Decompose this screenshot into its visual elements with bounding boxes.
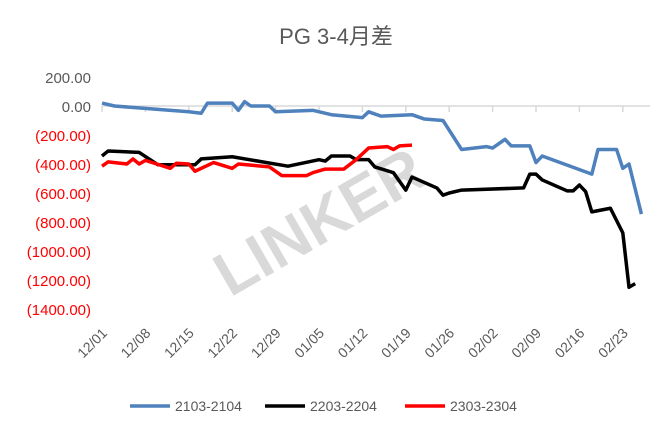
y-tick-label: (1000.00) bbox=[27, 244, 91, 261]
x-tick-label: 01/26 bbox=[421, 325, 457, 361]
y-tick-label: (800.00) bbox=[35, 215, 91, 232]
x-tick-label: 01/12 bbox=[334, 325, 370, 361]
legend-label: 2303-2304 bbox=[450, 398, 517, 414]
x-tick-label: 12/08 bbox=[117, 325, 153, 361]
x-tick-label: 02/16 bbox=[551, 325, 587, 361]
y-tick-label: 0.00 bbox=[62, 99, 91, 116]
x-tick-label: 02/09 bbox=[508, 325, 544, 361]
y-tick-label: 200.00 bbox=[45, 70, 91, 87]
y-tick-label: (200.00) bbox=[35, 128, 91, 145]
legend-label: 2103-2104 bbox=[175, 398, 242, 414]
x-tick-label: 12/01 bbox=[74, 325, 110, 361]
y-tick-label: (1400.00) bbox=[27, 302, 91, 319]
x-tick-label: 01/19 bbox=[378, 325, 414, 361]
series-line-2303-2304 bbox=[100, 143, 413, 178]
x-tick-label: 12/15 bbox=[161, 325, 197, 361]
x-tick-label: 02/02 bbox=[465, 325, 501, 361]
y-tick-label: (600.00) bbox=[35, 186, 91, 203]
chart-title: PG 3-4月差 bbox=[279, 24, 393, 49]
x-tick-label: 01/05 bbox=[291, 325, 327, 361]
y-tick-label: (1200.00) bbox=[27, 273, 91, 290]
y-tick-label: (400.00) bbox=[35, 157, 91, 174]
x-tick-label: 02/23 bbox=[595, 325, 631, 361]
x-tick-label: 12/29 bbox=[248, 325, 284, 361]
x-tick-label: 12/22 bbox=[204, 325, 240, 361]
series-line-2103-2104 bbox=[101, 99, 644, 215]
legend-label: 2203-2204 bbox=[310, 398, 377, 414]
series-line-2203-2204 bbox=[100, 149, 637, 289]
